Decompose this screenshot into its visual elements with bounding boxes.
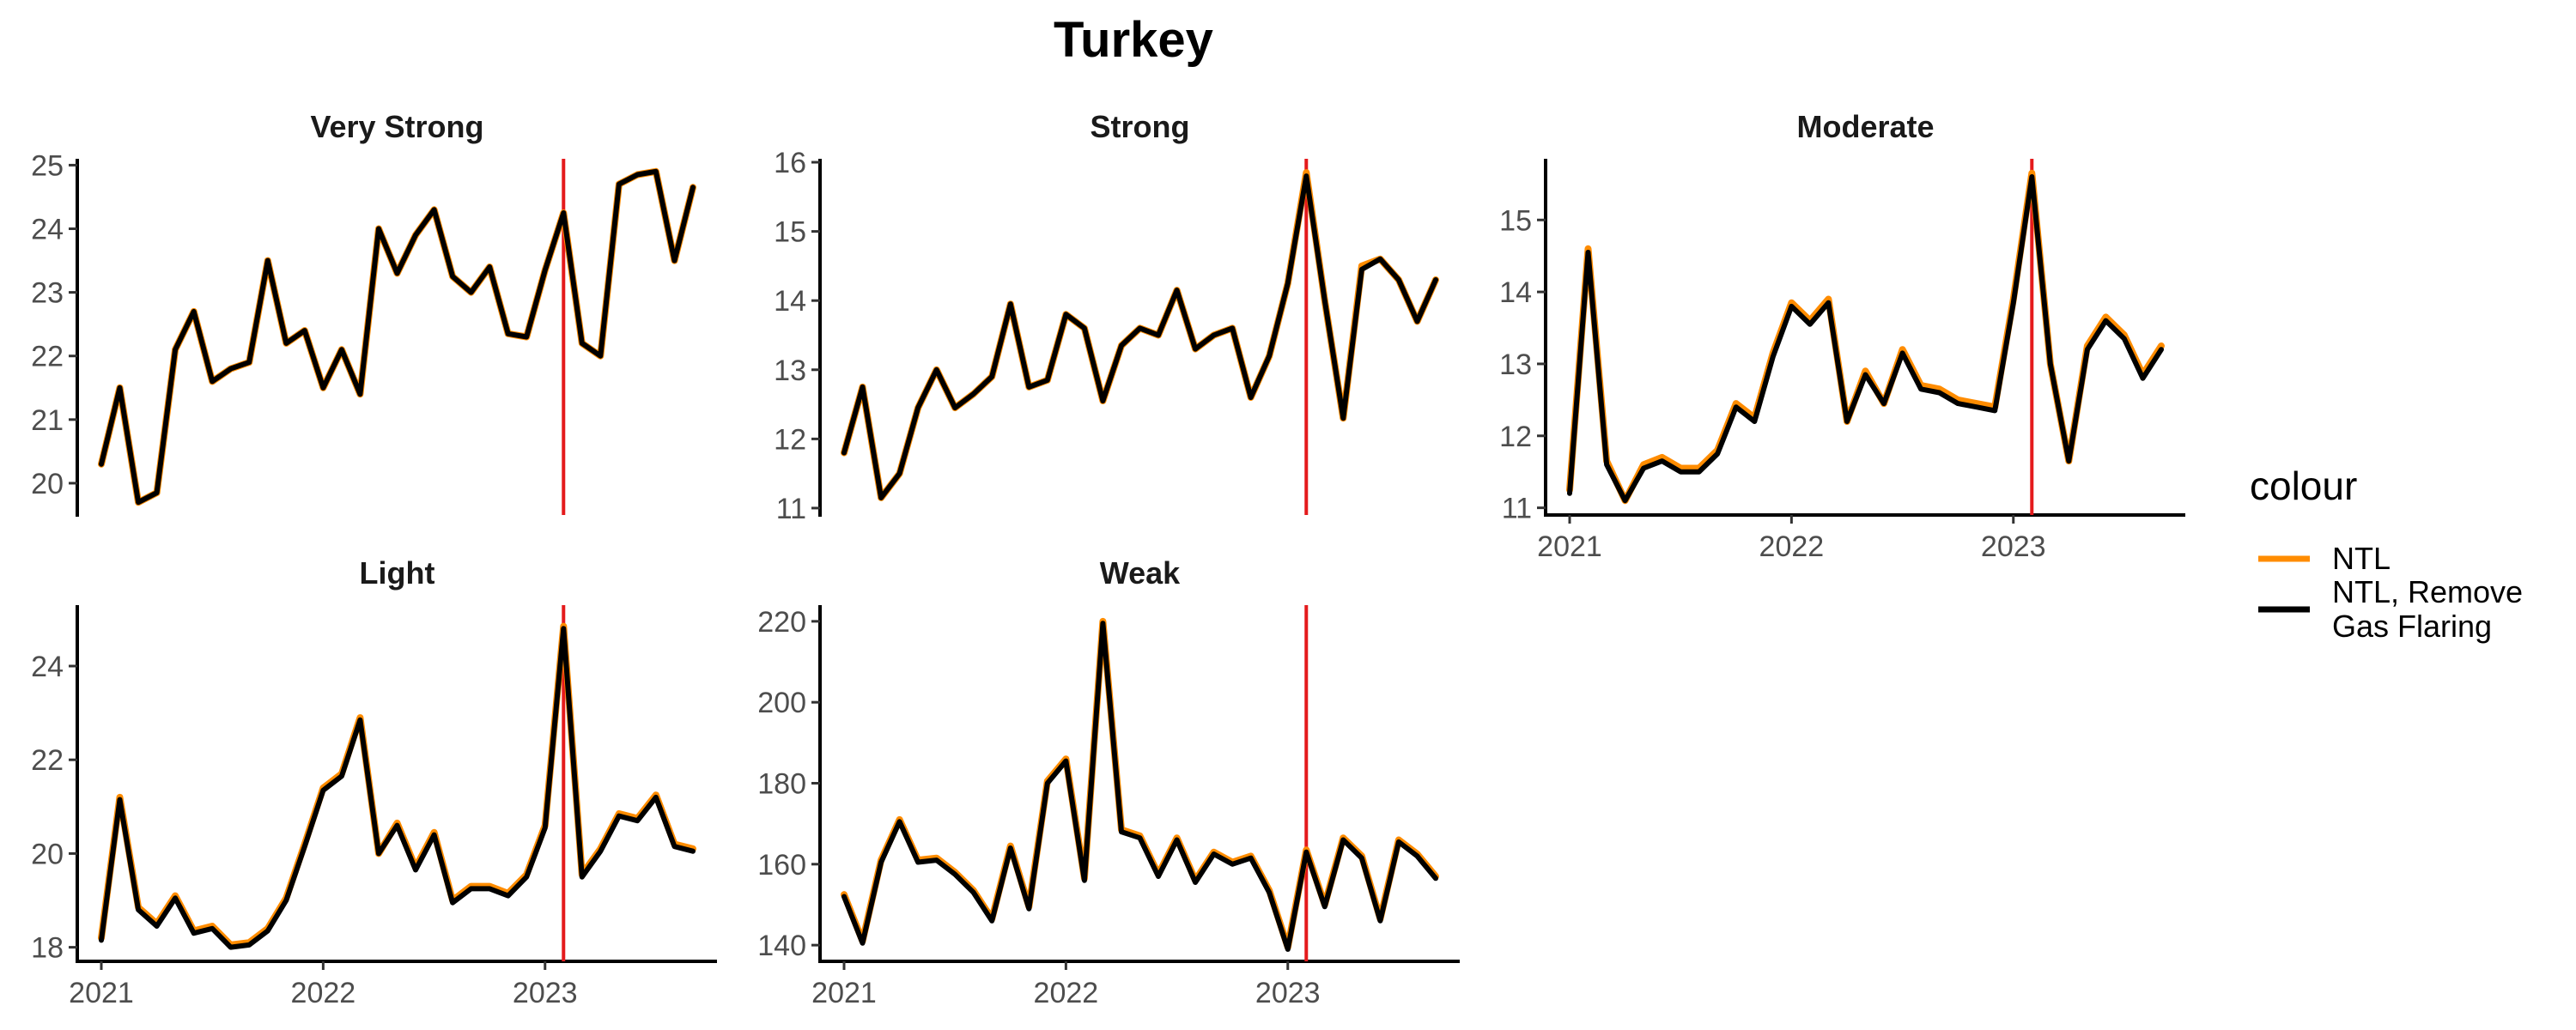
- panel-title: Very Strong: [310, 109, 483, 144]
- y-tick-label: 12: [1499, 421, 1532, 453]
- x-tick-label: 2022: [291, 977, 356, 1009]
- y-tick-label: 14: [1499, 276, 1532, 309]
- y-tick-label: 25: [31, 149, 64, 182]
- y-tick-label: 12: [774, 423, 806, 456]
- chart-title: Turkey: [1054, 12, 1213, 68]
- y-tick-label: 11: [776, 493, 806, 525]
- y-tick-label: 11: [1502, 493, 1532, 525]
- panel-title: Moderate: [1796, 109, 1934, 144]
- y-tick-label: 16: [774, 147, 806, 179]
- y-tick-label: 200: [757, 687, 806, 719]
- y-tick-label: 22: [31, 341, 64, 373]
- y-tick-label: 24: [31, 651, 64, 683]
- series-line-ntl: [841, 169, 1439, 501]
- panel-title: Strong: [1091, 109, 1190, 144]
- x-tick-label: 2023: [1981, 530, 2046, 563]
- panel-title: Light: [360, 555, 435, 591]
- panel-title: Weak: [1100, 555, 1181, 591]
- y-tick-label: 160: [757, 849, 806, 882]
- panel-weak: Weak 140 160 180 200 220 2021 2022 2023: [757, 555, 1460, 1009]
- legend-title: colour: [2250, 464, 2357, 508]
- x-tick-label: 2021: [1537, 530, 1602, 563]
- y-tick-label: 22: [31, 744, 64, 777]
- panel-very-strong: Very Strong 20 21 22 23 24 25: [31, 109, 696, 517]
- x-tick-label: 2022: [1034, 977, 1099, 1009]
- legend-label: NTL, Remove Gas Flaring: [2332, 574, 2523, 644]
- series-line-ntl-remove-gas-flaring: [841, 173, 1438, 500]
- y-tick-label: 140: [757, 930, 806, 962]
- y-tick-label: 13: [774, 354, 806, 387]
- y-tick-label: 15: [774, 216, 806, 249]
- y-tick-label: 220: [757, 606, 806, 639]
- panel-strong: Strong 11 12 13 14 15 16: [774, 109, 1439, 525]
- y-tick-label: 180: [757, 768, 806, 801]
- series-line-ntl: [98, 622, 696, 948]
- series-line-ntl: [841, 617, 1439, 951]
- series-line-ntl-remove-gas-flaring: [841, 621, 1438, 952]
- x-tick-label: 2021: [69, 977, 134, 1009]
- series-line-ntl-remove-gas-flaring: [99, 626, 696, 950]
- y-tick-label: 15: [1499, 204, 1532, 237]
- y-tick-label: 20: [31, 838, 64, 870]
- x-tick-label: 2023: [1255, 977, 1321, 1009]
- facet-panels: Very Strong202122232425Strong11121314151…: [31, 109, 2185, 1009]
- y-tick-label: 13: [1499, 348, 1532, 381]
- x-tick-label: 2021: [811, 977, 877, 1009]
- series-line-ntl-remove-gas-flaring: [99, 168, 696, 506]
- y-tick-label: 14: [774, 285, 806, 318]
- y-tick-label: 23: [31, 277, 64, 310]
- x-tick-label: 2022: [1759, 530, 1825, 563]
- y-tick-label: 20: [31, 468, 64, 500]
- y-tick-label: 21: [31, 404, 64, 437]
- x-tick-label: 2023: [513, 977, 578, 1009]
- legend-label: NTL: [2332, 541, 2391, 576]
- series-line-ntl-remove-gas-flaring: [1567, 174, 2164, 504]
- panel-moderate: Moderate 11 12 13 14 15 2021 2022 2023: [1499, 109, 2185, 563]
- y-tick-label: 24: [31, 214, 64, 246]
- y-tick-label: 18: [31, 932, 64, 965]
